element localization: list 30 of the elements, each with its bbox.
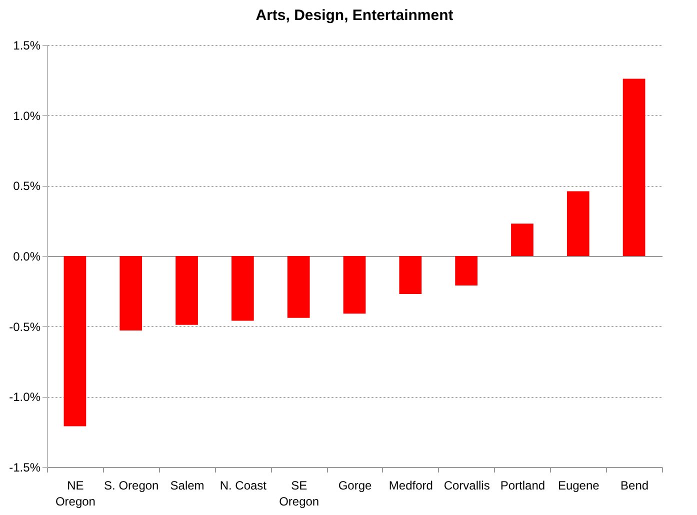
y-tick-label: 0.5% (13, 179, 41, 194)
bar (120, 256, 142, 331)
y-tick-label: -0.5% (9, 320, 41, 334)
x-tick-label: Medford (388, 478, 433, 492)
y-tick-label: -1.5% (9, 460, 41, 474)
y-tick-label: 0.0% (13, 250, 41, 264)
y-tick-label: 1.0% (13, 108, 41, 123)
x-tick-label: Eugene (558, 478, 600, 492)
x-tick-label: S. Oregon (104, 478, 159, 492)
x-tick-label: N. Coast (220, 478, 268, 492)
bar (232, 256, 254, 321)
x-tick-label: Gorge (338, 478, 372, 492)
bar (399, 256, 422, 294)
x-tick-label: NE Oregon (55, 478, 96, 508)
bar (566, 191, 590, 256)
bar (287, 256, 310, 318)
x-tick-label: Salem (170, 478, 204, 492)
chart-title: Arts, Design, Entertainment (256, 7, 454, 24)
y-tick-label: -1.0% (9, 390, 41, 404)
x-tick-label: SE Oregon (279, 478, 320, 508)
x-tick-label: Portland (500, 478, 546, 492)
bar (64, 256, 86, 426)
bar (622, 78, 646, 256)
bar (455, 256, 478, 286)
bar (176, 256, 198, 325)
bar (511, 224, 534, 256)
x-tick-label: Bend (620, 478, 649, 492)
y-tick-label: 1.5% (13, 38, 41, 52)
x-tick-label: Corvallis (444, 478, 490, 492)
bar (343, 256, 366, 314)
